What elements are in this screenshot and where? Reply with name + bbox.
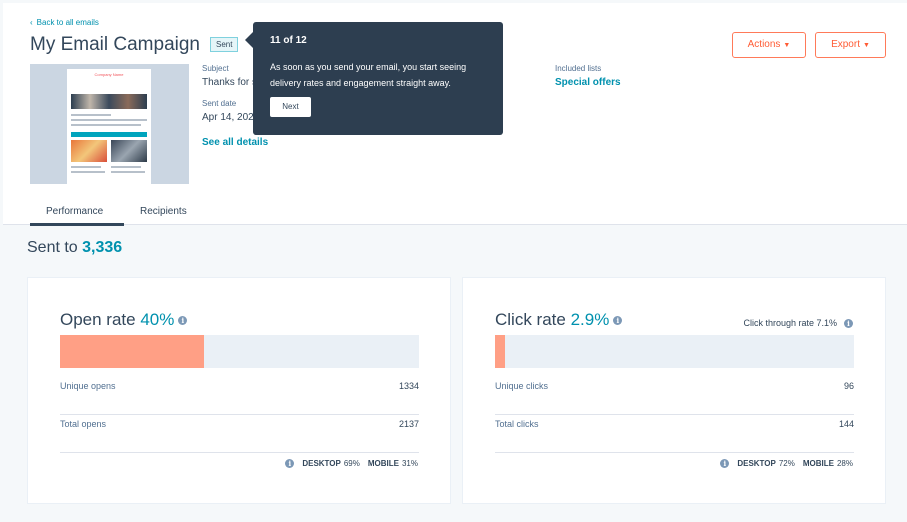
preview-text-line: [111, 166, 141, 168]
open-rate-bar-fill: [60, 335, 204, 368]
click-rate-bar-fill: [495, 335, 506, 368]
status-badge: Sent: [210, 37, 239, 52]
sent-to-summary: Sent to 3,336: [27, 239, 122, 257]
preview-image-left: [71, 140, 107, 162]
email-preview-card: Company Name: [67, 69, 151, 184]
preview-text-line: [71, 119, 147, 121]
info-icon[interactable]: i: [178, 316, 188, 326]
tooltip-step-counter: 11 of 12: [270, 35, 307, 46]
unique-opens-value: 1334: [398, 381, 419, 391]
click-device-breakdown: i DESKTOP 72% MOBILE 28%: [716, 459, 853, 469]
open-device-breakdown: i DESKTOP 69% MOBILE 31%: [281, 459, 418, 469]
preview-banner-image: [71, 94, 147, 109]
preview-text-line: [111, 171, 145, 173]
total-opens-label: Total opens: [60, 419, 107, 429]
preview-text-line: [71, 124, 141, 126]
active-tab-indicator: [30, 223, 124, 226]
total-opens-value: 2137: [398, 419, 419, 429]
back-to-all-emails-link[interactable]: ‹ Back to all emails: [30, 18, 99, 27]
onboarding-tooltip: 11 of 12 As soon as you send your email,…: [245, 22, 503, 135]
email-preview-thumbnail[interactable]: Company Name: [30, 64, 189, 184]
caret-down-icon: ▼: [783, 42, 791, 49]
page-title: My Email Campaign: [30, 34, 200, 55]
click-rate-panel: Click rate 2.9% i Click through rate 7.1%…: [462, 277, 886, 504]
see-all-details-link[interactable]: See all details: [202, 137, 269, 148]
click-through-rate: Click through rate 7.1% i: [743, 318, 853, 329]
unique-clicks-value: 96: [843, 381, 854, 391]
total-opens-row: Total opens 2137: [60, 415, 419, 453]
chevron-left-icon: ‹: [30, 18, 33, 27]
preview-text-line: [71, 114, 111, 116]
sent-to-label: Sent to: [27, 239, 78, 256]
unique-clicks-row: Unique clicks 96: [495, 377, 854, 415]
unique-opens-label: Unique opens: [60, 381, 116, 391]
preview-logo: Company Name: [94, 72, 124, 77]
tab-performance[interactable]: Performance: [46, 206, 104, 217]
unique-opens-row: Unique opens 1334: [60, 377, 419, 415]
info-icon[interactable]: i: [844, 319, 853, 329]
preview-cta-button: [71, 132, 147, 137]
subject-label: Subject: [202, 64, 229, 73]
tooltip-next-button[interactable]: Next: [270, 97, 311, 117]
click-rate-title: Click rate 2.9% i: [495, 310, 623, 330]
sent-date-label: Sent date: [202, 99, 237, 108]
total-clicks-label: Total clicks: [495, 419, 539, 429]
tooltip-message: As soon as you send your email, you star…: [270, 62, 467, 88]
preview-image-right: [111, 140, 147, 162]
info-icon[interactable]: i: [613, 316, 623, 326]
open-rate-value: 40%: [140, 310, 175, 329]
caret-down-icon: ▼: [862, 42, 870, 49]
tab-recipients[interactable]: Recipients: [140, 206, 187, 217]
unique-clicks-label: Unique clicks: [495, 381, 549, 391]
included-list-link[interactable]: Special offers: [555, 77, 621, 88]
click-rate-value: 2.9%: [570, 310, 610, 329]
info-icon[interactable]: i: [285, 459, 295, 469]
subject-value: Thanks for s: [202, 77, 258, 88]
sent-to-count: 3,336: [82, 239, 123, 256]
preview-text-line: [71, 171, 105, 173]
sent-date-value: Apr 14, 202: [202, 112, 254, 123]
info-icon[interactable]: i: [720, 459, 730, 469]
open-rate-panel: Open rate 40% i Unique opens 1334 Total op…: [27, 277, 451, 504]
included-lists-label: Included lists: [555, 64, 602, 73]
total-clicks-row: Total clicks 144: [495, 415, 854, 453]
open-rate-title: Open rate 40% i: [60, 310, 188, 330]
open-rate-bar: [60, 335, 419, 368]
click-rate-bar: [495, 335, 854, 368]
preview-text-line: [71, 166, 101, 168]
actions-dropdown-button[interactable]: Actions ▼: [732, 32, 806, 58]
export-dropdown-button[interactable]: Export ▼: [815, 32, 886, 58]
total-clicks-value: 144: [838, 419, 854, 429]
